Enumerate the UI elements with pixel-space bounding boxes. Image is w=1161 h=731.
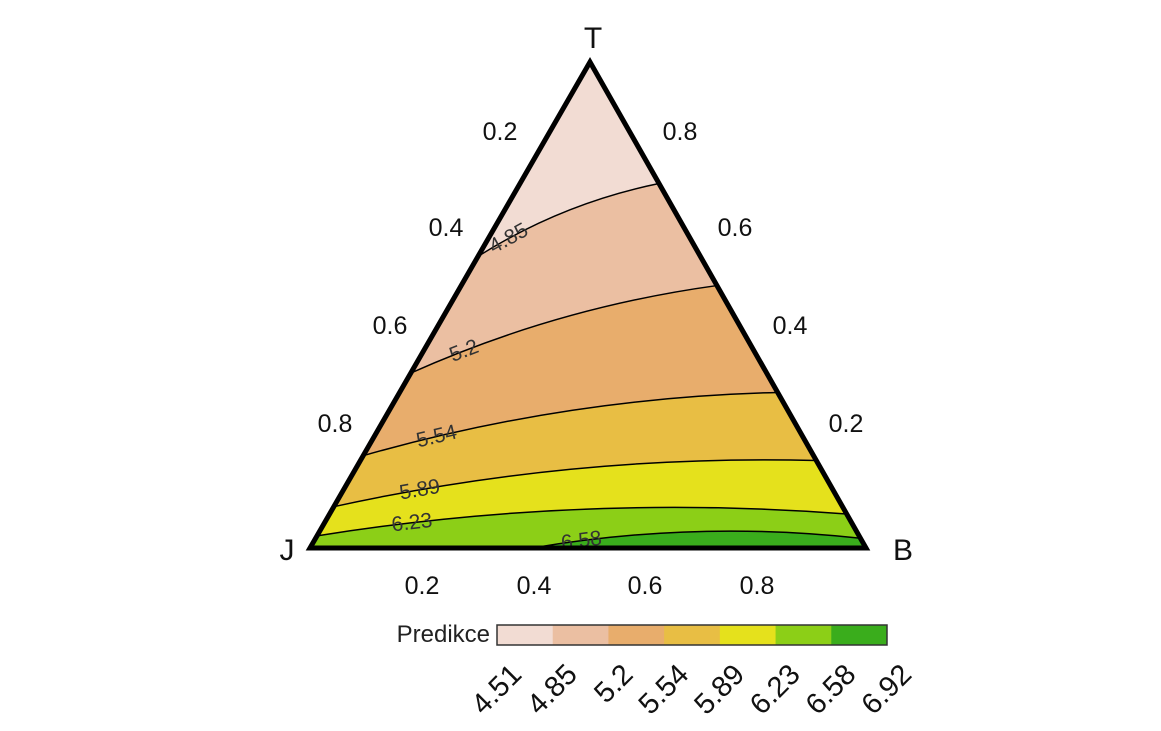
contour-region-5 — [317, 459, 847, 536]
contour-line-6.23 — [316, 506, 847, 537]
vertex-label-top: T — [584, 22, 602, 55]
contour-region-3 — [363, 285, 778, 456]
legend-colorbar — [497, 625, 888, 645]
legend-colorbar-outline — [496, 624, 888, 646]
legend-swatch-2 — [552, 625, 609, 645]
bottom-axis-tick-1: 0.2 — [405, 572, 440, 600]
legend-tick-1: 4.51 — [466, 658, 529, 721]
legend-tick-6: 6.23 — [744, 658, 807, 721]
legend-tick-7: 6.58 — [800, 658, 863, 721]
contour-line-5.2 — [410, 284, 718, 374]
bottom-axis-tick-2: 0.4 — [517, 572, 552, 600]
legend-swatch-1 — [497, 625, 554, 645]
contour-region-6 — [310, 507, 861, 548]
right-axis-tick-4: 0.2 — [829, 410, 864, 438]
contour-line-6.58 — [532, 530, 861, 549]
left-axis-tick-1: 0.2 — [483, 118, 518, 146]
contour-lines — [316, 182, 861, 549]
legend-tick-8: 6.92 — [856, 658, 919, 721]
legend-tick-3: 5.2 — [588, 658, 639, 709]
contour-line-5.54 — [362, 391, 778, 457]
contour-label-6.23: 6.23 — [390, 509, 433, 537]
right-axis-tick-2: 0.6 — [718, 214, 753, 242]
legend-title: Predikce — [397, 621, 490, 648]
contour-regions — [310, 62, 866, 548]
legend-tick-4: 5.54 — [633, 658, 696, 721]
legend-swatch-6 — [775, 625, 832, 645]
legend-tick-2: 4.85 — [521, 658, 584, 721]
contour-line-4.85 — [477, 182, 660, 258]
ternary-triangle-outline — [305, 56, 871, 551]
legend-tick-5: 5.89 — [688, 658, 751, 721]
vertex-label-right: B — [893, 534, 913, 567]
bottom-axis-tick-4: 0.8 — [740, 572, 775, 600]
contour-region-2 — [410, 183, 717, 374]
right-axis-tick-1: 0.8 — [663, 118, 698, 146]
right-axis-tick-3: 0.4 — [773, 312, 808, 340]
contour-region-4 — [333, 392, 817, 507]
legend-swatch-3 — [608, 625, 665, 645]
legend-swatch-4 — [664, 625, 721, 645]
left-axis-tick-3: 0.6 — [373, 312, 408, 340]
legend-swatch-7 — [831, 625, 888, 645]
bottom-axis-tick-3: 0.6 — [628, 572, 663, 600]
contour-region-1 — [478, 62, 659, 257]
vertex-label-left: J — [280, 534, 295, 567]
left-axis-tick-4: 0.8 — [318, 410, 353, 438]
contour-line-5.89 — [333, 459, 817, 508]
legend-tick-labels: 4.514.85 5.25.545.896.236.586.92 — [466, 658, 919, 721]
left-axis-tick-2: 0.4 — [429, 214, 464, 242]
legend-swatch-5 — [719, 625, 777, 645]
contour-region-7 — [532, 531, 866, 548]
